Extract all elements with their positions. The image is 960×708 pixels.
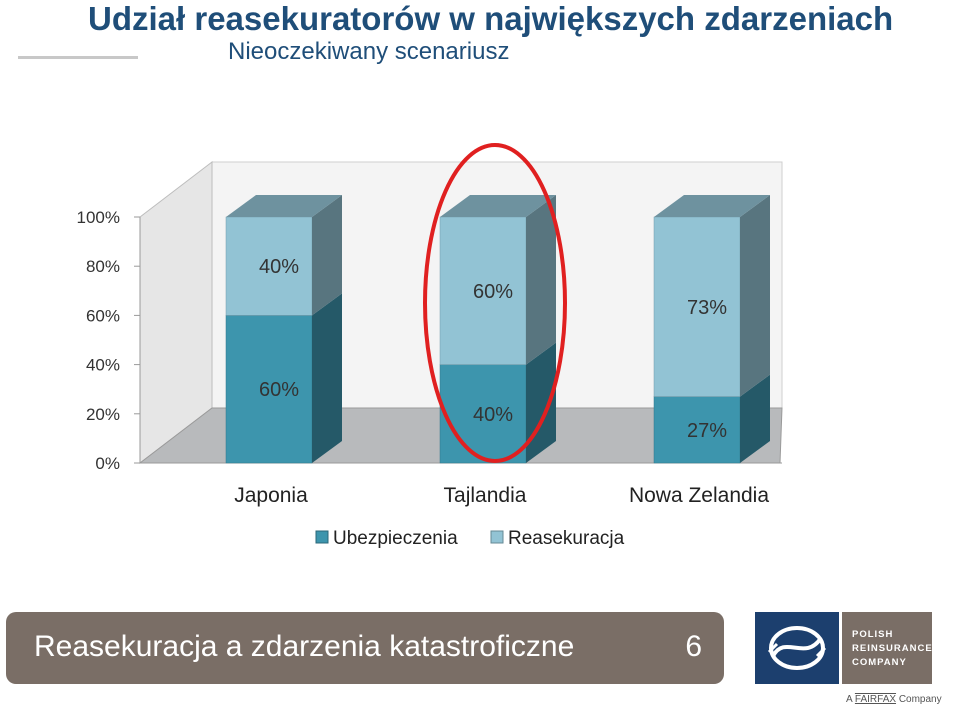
- data-label: 73%: [687, 297, 727, 319]
- bar-side: [526, 195, 556, 365]
- legend-label: Reasekuracja: [508, 528, 625, 549]
- parent-suffix: Company: [898, 694, 942, 705]
- highlight-ellipse: [423, 143, 567, 463]
- footer-bar: Reasekuracja a zdarzenia katastroficzne …: [6, 612, 724, 684]
- y-tick-label: 40%: [86, 356, 120, 375]
- category-label: Japonia: [234, 484, 308, 507]
- stacked-bar-chart: 0% 20% 40% 60% 80% 100% 60% 40% Japonia 40% 60% Taj…: [77, 143, 783, 549]
- legend-label: Ubezpieczenia: [333, 528, 458, 549]
- chart-highlight: [423, 143, 567, 463]
- data-label: 40%: [259, 256, 299, 278]
- slide-subtitle: Nieoczekiwany scenariusz: [228, 38, 510, 65]
- y-tick-label: 60%: [86, 306, 120, 325]
- bar-segment: [225, 216, 313, 316]
- company-line-2: Reinsurance: [852, 643, 933, 654]
- legend-swatch: [315, 530, 329, 544]
- y-tick-label: 0%: [95, 454, 120, 473]
- y-tick-label: 100%: [77, 208, 120, 227]
- page-number: 6: [685, 630, 702, 663]
- category-label: Nowa Zelandia: [629, 484, 769, 507]
- data-label: 40%: [473, 404, 513, 426]
- bar-segment: [653, 396, 741, 464]
- parent-name: FAIRFAX: [854, 694, 897, 705]
- parent-prefix: A: [846, 694, 853, 705]
- title-divider: [18, 56, 138, 59]
- bar-side: [740, 374, 770, 463]
- y-tick-label: 80%: [86, 257, 120, 276]
- chart-bars: [225, 195, 770, 464]
- category-label: Tajlandia: [444, 484, 527, 507]
- company-line-3: Company: [852, 657, 907, 668]
- data-label: 60%: [473, 281, 513, 303]
- bar-top: [226, 195, 342, 217]
- bar-side: [740, 195, 770, 397]
- bar-segment: [653, 216, 741, 397]
- footer-title: Reasekuracja a zdarzenia katastroficzne: [34, 630, 575, 663]
- data-label: 60%: [259, 379, 299, 401]
- bar-side: [312, 293, 342, 463]
- parent-company: A FAIRFAX Company: [846, 694, 942, 705]
- y-tick-label: 20%: [86, 405, 120, 424]
- legend-swatch: [490, 530, 504, 544]
- company-name: Polish Reinsurance Company: [842, 612, 932, 684]
- chart-labels: 0% 20% 40% 60% 80% 100% 60% 40% Japonia 40% 60% Taj…: [77, 208, 770, 507]
- chart-legend: Ubezpieczenia Reasekuracja: [315, 528, 625, 549]
- slide-title: Udział reasekuratorów w największych zda…: [88, 0, 894, 37]
- bar-side: [312, 195, 342, 316]
- data-label: 27%: [687, 420, 727, 442]
- bar-segment: [439, 216, 527, 365]
- bar-top: [654, 195, 770, 217]
- bar-segment: [439, 364, 527, 464]
- bar-top: [440, 195, 556, 217]
- bar-segment: [225, 315, 313, 464]
- company-line-1: Polish: [852, 629, 894, 640]
- prc-logo-icon: [755, 612, 839, 684]
